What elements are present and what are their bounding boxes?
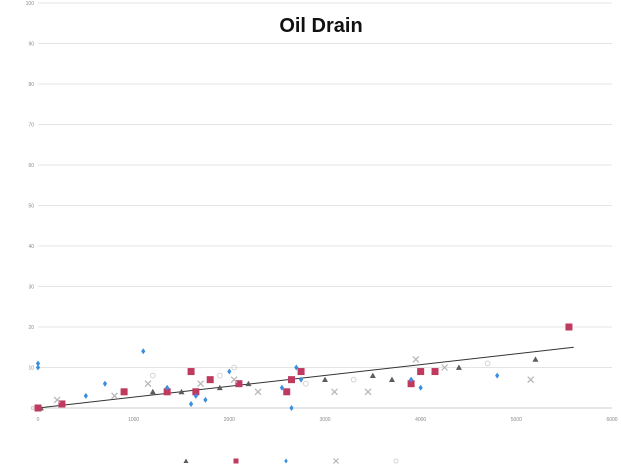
data-point xyxy=(165,384,170,391)
data-point xyxy=(532,356,539,362)
x-tick-label: 5000 xyxy=(511,417,522,423)
data-point xyxy=(34,404,42,412)
data-point xyxy=(83,392,88,399)
data-point xyxy=(53,396,61,404)
y-axis-ticks: 0 10 20 30 40 50 60 70 80 90 100 xyxy=(26,1,35,412)
x-tick-label: 4000 xyxy=(415,417,426,423)
y-tick-label: 30 xyxy=(28,285,34,291)
data-points xyxy=(34,323,573,412)
y-tick-label: 10 xyxy=(28,366,34,372)
x-tick-label: 0 xyxy=(37,417,40,423)
data-point xyxy=(188,400,194,407)
y-tick-label: 40 xyxy=(28,244,34,250)
data-point xyxy=(245,380,252,387)
data-point xyxy=(322,376,328,383)
y-tick-label: 0 xyxy=(31,406,34,412)
data-point xyxy=(407,380,415,388)
data-point xyxy=(565,323,573,331)
x-tick-label: 2000 xyxy=(224,417,235,423)
data-point xyxy=(294,364,299,371)
y-tick-label: 20 xyxy=(28,325,34,331)
y-tick-label: 100 xyxy=(26,1,35,7)
gridlines xyxy=(38,2,612,368)
data-point xyxy=(35,364,41,371)
x-tick-label: 3000 xyxy=(319,417,330,423)
data-point xyxy=(141,348,146,355)
data-point xyxy=(216,384,223,391)
data-point xyxy=(495,372,500,379)
data-point xyxy=(120,388,128,396)
data-point xyxy=(289,405,294,411)
chart-title: Oil Drain xyxy=(279,15,362,37)
data-point xyxy=(254,388,262,396)
data-point xyxy=(484,360,491,367)
data-point xyxy=(178,388,185,395)
y-tick-label: 90 xyxy=(28,42,34,48)
data-point xyxy=(298,376,304,383)
data-point xyxy=(230,376,238,384)
data-point xyxy=(297,368,305,376)
data-point xyxy=(102,380,108,387)
data-point xyxy=(412,355,420,363)
data-point xyxy=(149,388,156,395)
data-point xyxy=(35,360,41,367)
data-point xyxy=(455,364,462,370)
data-point xyxy=(418,384,423,391)
data-point xyxy=(364,388,372,396)
data-point xyxy=(216,372,223,379)
data-point xyxy=(144,380,152,388)
legend xyxy=(183,458,399,464)
data-point xyxy=(193,392,198,399)
data-point xyxy=(192,388,200,396)
data-point xyxy=(197,380,205,388)
y-tick-label: 60 xyxy=(28,163,34,169)
data-point xyxy=(302,380,309,387)
data-point xyxy=(203,396,208,403)
legend-marker xyxy=(393,458,399,464)
data-point xyxy=(283,388,291,396)
data-point xyxy=(431,368,439,376)
data-point xyxy=(187,368,195,376)
trendline xyxy=(37,346,574,409)
data-point xyxy=(111,392,118,400)
data-point xyxy=(206,376,214,384)
data-point xyxy=(369,372,376,378)
legend-marker xyxy=(284,458,288,464)
data-point xyxy=(58,400,66,408)
data-point xyxy=(527,376,535,384)
x-axis-ticks: 0 1000 2000 3000 4000 5000 6000 xyxy=(37,417,618,423)
legend-marker xyxy=(233,458,239,464)
data-point xyxy=(149,372,156,379)
data-point xyxy=(350,376,357,383)
legend-marker xyxy=(333,458,339,464)
data-point xyxy=(227,368,232,375)
data-point xyxy=(441,364,449,371)
y-tick-label: 80 xyxy=(28,82,34,88)
legend-marker xyxy=(183,458,189,463)
data-point xyxy=(279,384,285,391)
y-tick-label: 70 xyxy=(28,123,34,129)
y-tick-label: 50 xyxy=(28,204,34,210)
data-point xyxy=(235,380,243,388)
data-point xyxy=(417,368,425,376)
data-point xyxy=(388,376,395,383)
data-point xyxy=(409,376,414,383)
data-point xyxy=(231,364,238,371)
x-tick-label: 1000 xyxy=(128,417,139,423)
x-tick-label: 6000 xyxy=(606,417,617,423)
data-point xyxy=(331,388,338,396)
data-point xyxy=(288,376,296,384)
data-point xyxy=(163,388,171,396)
